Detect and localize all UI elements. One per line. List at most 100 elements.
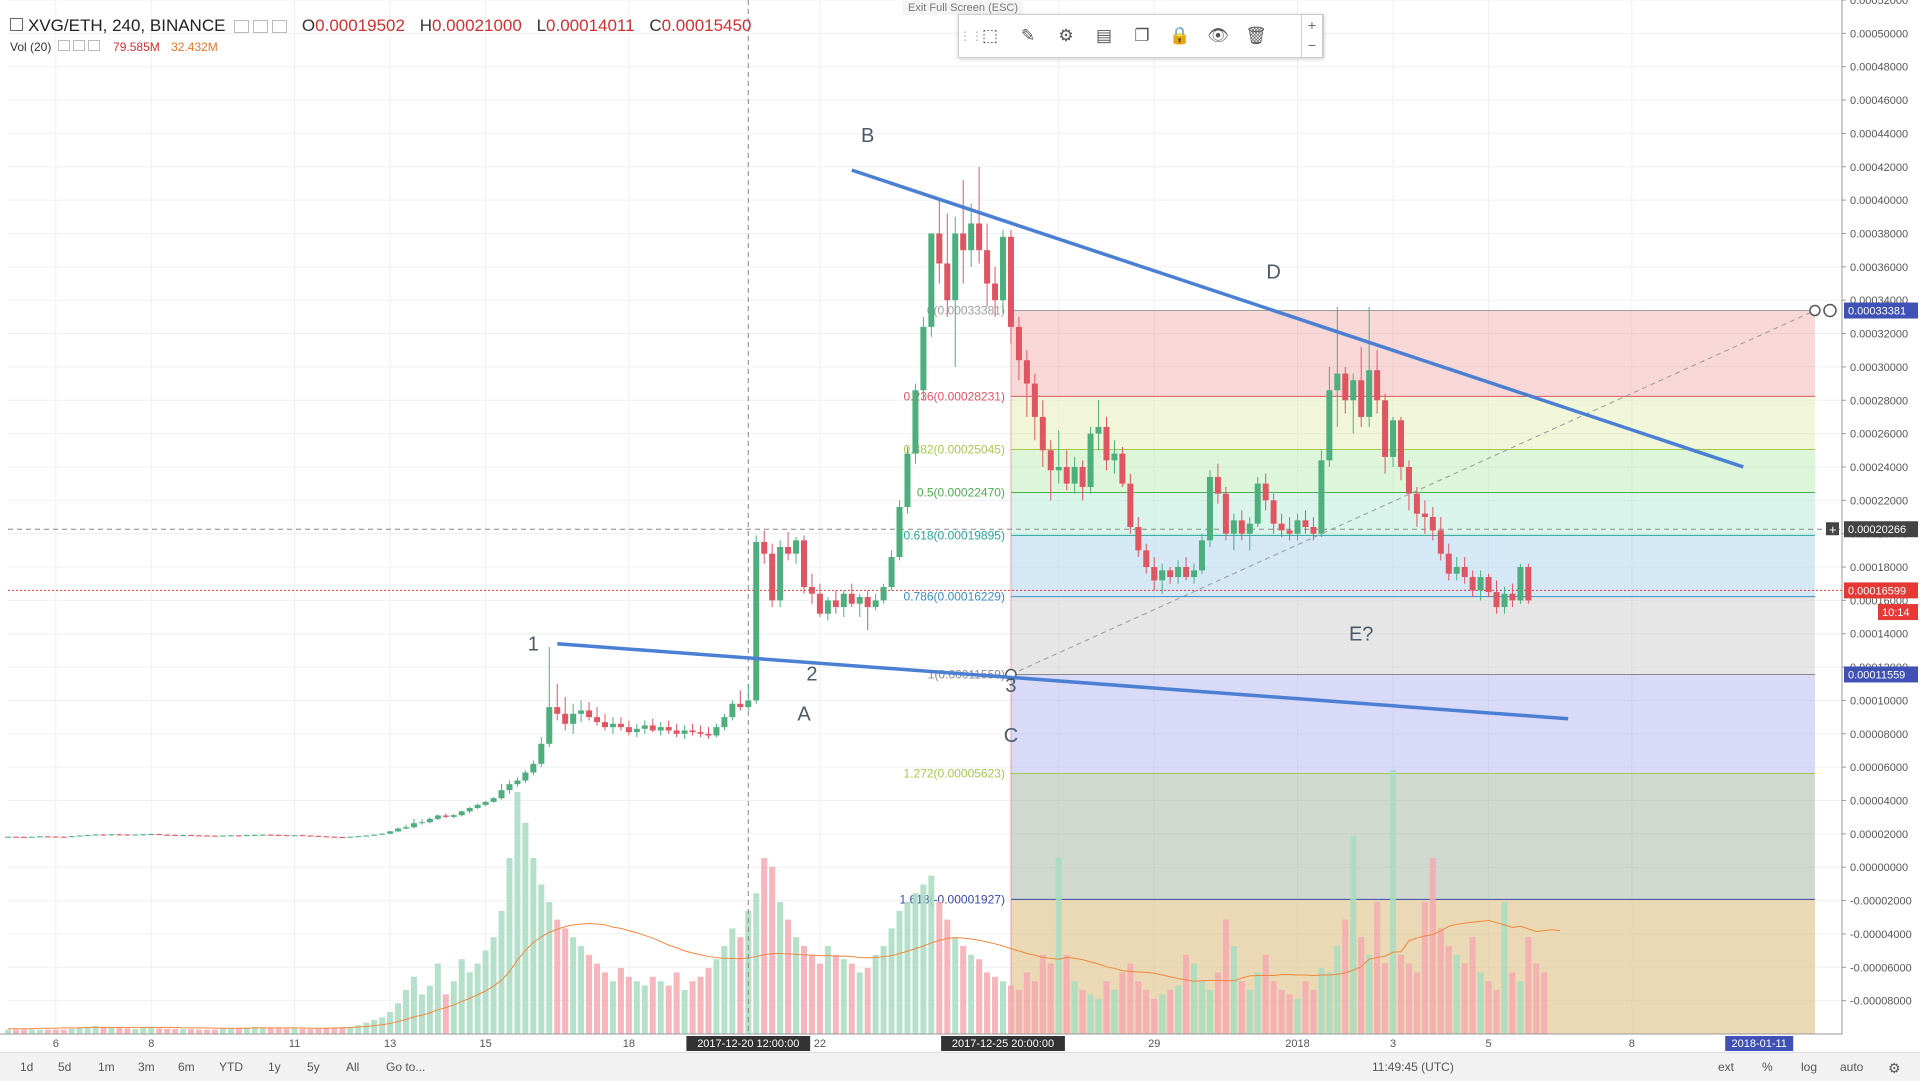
time-badge-label: 2017-12-20 12:00:00 [697, 1038, 799, 1050]
range-5y-button[interactable]: 5y [307, 1060, 320, 1074]
candle-body [753, 542, 760, 701]
eye-icon[interactable]: 👁 [1207, 26, 1229, 45]
candle [1294, 513, 1301, 541]
crosshair-plus-glyph: + [1829, 522, 1837, 537]
volume-bar [721, 946, 728, 1034]
candle-body [920, 326, 927, 391]
legend-settings-icon[interactable] [253, 20, 269, 34]
range-3m-button[interactable]: 3m [138, 1060, 155, 1074]
candle-body [602, 722, 608, 728]
candle [227, 835, 234, 837]
price-tick-label: 0.00018000 [1850, 562, 1908, 574]
settings-gear-icon[interactable]: ⚙ [1888, 1060, 1901, 1076]
candle-body [291, 835, 298, 837]
candle-body [801, 540, 807, 588]
goto-button[interactable]: Go to... [386, 1060, 426, 1074]
range-5d-button[interactable]: 5d [58, 1060, 72, 1074]
candle-body [976, 223, 983, 251]
trash-icon[interactable]: 🗑 [1245, 26, 1267, 45]
candle [928, 233, 935, 337]
candle-body [1429, 517, 1436, 531]
candle-body [267, 834, 274, 836]
time-badge [941, 1036, 1065, 1051]
toolbar-grip-icon[interactable]: ⋮⋮ [959, 29, 983, 43]
volume-bar [426, 985, 433, 1034]
candle-body [1135, 527, 1142, 551]
range-ytd-button[interactable]: YTD [219, 1060, 243, 1074]
candle-body [52, 836, 59, 838]
candle-body [697, 732, 704, 734]
candle-body [1509, 593, 1516, 601]
log-button[interactable]: log [1801, 1060, 1818, 1074]
candle-body [418, 822, 425, 824]
volume-bar [418, 994, 425, 1034]
volume-bar [395, 1003, 402, 1034]
layers-icon[interactable]: ▤ [1095, 26, 1113, 45]
vol-toggle-icon[interactable] [57, 40, 70, 51]
zoom-out-button[interactable]: − [1307, 37, 1317, 53]
auto-button[interactable]: auto [1840, 1060, 1864, 1074]
volume-bar [848, 963, 855, 1034]
volume-bar [1286, 994, 1293, 1034]
candle [1095, 400, 1102, 451]
legend-toggle-icon[interactable] [234, 20, 250, 34]
candle [132, 834, 139, 836]
volume-bar [681, 990, 688, 1034]
price-tick-label: 0.00004000 [1850, 796, 1908, 808]
collapse-legend-icon[interactable] [10, 18, 23, 31]
candle-body [379, 833, 386, 835]
volume-bar [458, 959, 465, 1034]
vol-close-icon[interactable] [87, 40, 100, 51]
candle [379, 833, 386, 836]
exit-fullscreen-button[interactable]: Exit Full Screen (ESC) [903, 1, 1024, 15]
range-1d-button[interactable]: 1d [20, 1060, 34, 1074]
time-tick-label: 2018 [1285, 1038, 1309, 1050]
legend-close-icon[interactable] [272, 20, 288, 34]
candle [801, 535, 807, 594]
volume-bar [371, 1019, 378, 1034]
rectangle-icon[interactable]: ⬚ [981, 26, 999, 45]
candle-body [28, 836, 35, 838]
volume-bar [801, 946, 807, 1034]
volume-bar [769, 866, 776, 1034]
candle-body [737, 703, 744, 708]
candle [426, 817, 433, 824]
fib-level-label: 0.618(0.00019895) [904, 528, 1005, 542]
candle-body [745, 700, 752, 708]
candle-body [1023, 360, 1030, 384]
vol-settings-icon[interactable] [72, 40, 85, 51]
range-1m-button[interactable]: 1m [98, 1060, 115, 1074]
volume-bar [1023, 972, 1030, 1034]
zoom-in-button[interactable]: + [1307, 17, 1317, 33]
range-6m-button[interactable]: 6m [178, 1060, 195, 1074]
candle [1183, 557, 1190, 581]
candle [984, 223, 991, 307]
volume-bar [434, 963, 441, 1034]
candle [745, 683, 752, 711]
price-chart[interactable]: 0(0.00033381) 0.236(0.00028231) 0.382(0.00… [0, 0, 1920, 1052]
fib-zone [1010, 492, 1815, 536]
volume-bar [204, 1029, 210, 1034]
time-tick-label: 6 [53, 1038, 59, 1050]
lock-icon[interactable]: 🔒 [1169, 26, 1191, 45]
candle-body [442, 815, 449, 817]
pen-icon[interactable]: ✎ [1020, 26, 1036, 45]
volume-bar [1533, 963, 1540, 1034]
volume-bar [586, 954, 593, 1034]
clone-icon[interactable]: ❐ [1134, 26, 1150, 45]
percent-button[interactable]: % [1762, 1060, 1773, 1074]
price-tick-label: 0.00002000 [1850, 829, 1908, 841]
gear-icon[interactable]: ⚙ [1058, 26, 1074, 45]
volume-bar [761, 858, 768, 1034]
candle [498, 783, 505, 800]
ext-button[interactable]: ext [1718, 1060, 1735, 1074]
volume-bar [259, 1027, 266, 1034]
candle-body [275, 834, 282, 836]
volume-bar [140, 1027, 147, 1034]
volume-bar [705, 968, 712, 1034]
candle-body [235, 835, 242, 837]
price-axis-bg [1842, 0, 1920, 1034]
range-1y-button[interactable]: 1y [268, 1060, 281, 1074]
range-all-button[interactable]: All [346, 1060, 360, 1074]
volume-bar [1469, 937, 1476, 1034]
